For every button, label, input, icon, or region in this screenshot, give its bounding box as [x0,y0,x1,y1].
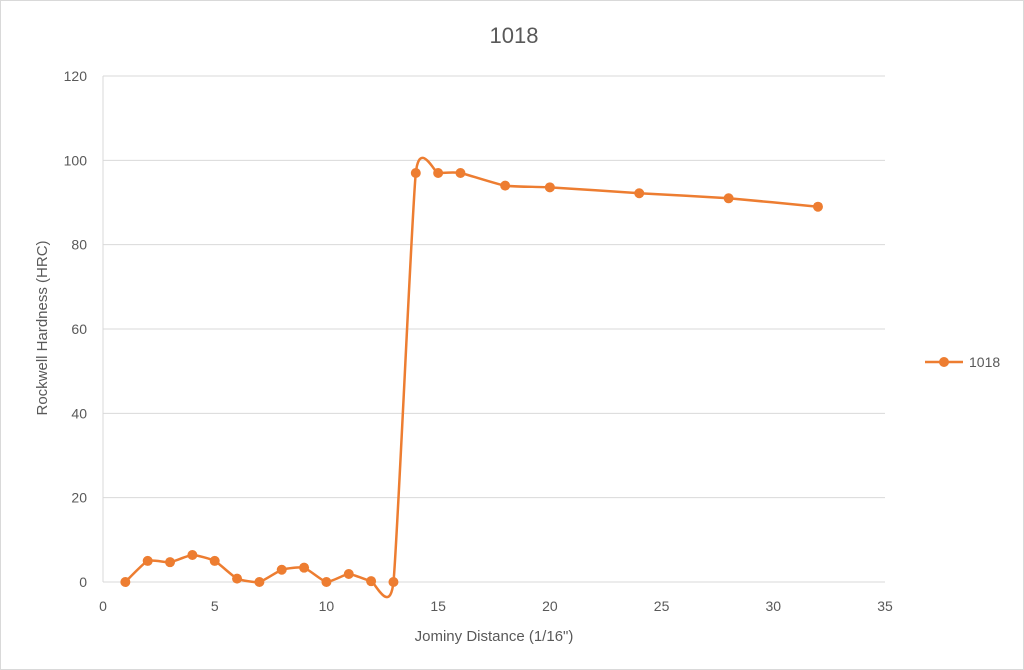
data-point [366,576,377,587]
x-tick-label: 30 [765,598,781,614]
x-tick-label: 35 [877,598,893,614]
series-1018 [120,156,823,599]
data-point [812,201,823,212]
data-point [321,577,332,587]
x-tick-label: 15 [430,598,446,614]
x-tick-label: 20 [542,598,558,614]
data-point [187,550,198,561]
y-tick-labels: 0 20 40 60 80 100 120 [64,68,88,590]
data-point [120,577,131,587]
data-point [723,193,734,204]
y-tick-label: 20 [71,490,87,506]
data-point [232,573,243,584]
x-tick-label: 10 [319,598,335,614]
y-tick-label: 40 [71,405,87,421]
data-point [455,167,466,178]
data-point [209,555,220,566]
data-point [343,568,354,579]
data-point [634,188,645,199]
x-tick-labels: 0 5 10 15 20 25 30 35 [99,598,893,614]
y-tick-label: 0 [79,574,87,590]
legend-marker [939,357,949,367]
x-tick-label: 25 [654,598,670,614]
x-axis-label: Jominy Distance (1/16") [415,628,574,645]
series-line [124,156,819,599]
y-tick-label: 60 [71,321,87,337]
legend-label: 1018 [969,354,1000,370]
data-point [276,564,287,575]
data-point [299,562,310,573]
chart-title: 1018 [490,23,539,48]
y-tick-label: 120 [64,68,88,84]
data-point [500,180,511,191]
y-tick-label: 100 [64,152,88,168]
y-axis-label: Rockwell Hardness (HRC) [34,240,51,415]
y-tick-label: 80 [71,237,87,253]
data-point [410,167,421,178]
gridlines [102,75,885,583]
data-point [165,557,176,568]
legend: 1018 [925,354,1000,370]
data-point [142,555,153,566]
data-point [433,167,444,178]
x-tick-label: 0 [99,598,107,614]
data-point [544,182,555,193]
x-tick-label: 5 [211,598,219,614]
data-point [388,577,399,587]
data-point [254,577,265,587]
